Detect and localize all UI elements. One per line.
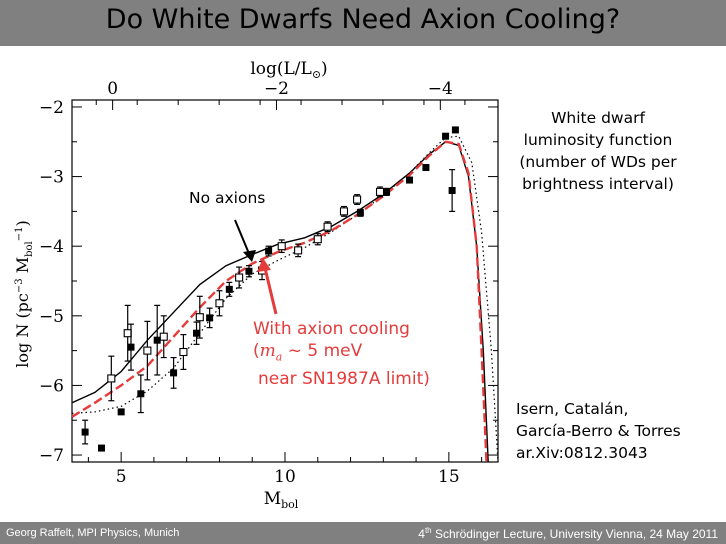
chart-axes: −2 −3 −4 −5 −6 −7 5 10 15 0 −2 −4	[39, 79, 499, 487]
open-data-point	[195, 313, 204, 322]
filled-data-point	[153, 336, 161, 344]
filled-data-point	[117, 408, 125, 416]
open-data-point	[323, 222, 332, 231]
slide-title: Do White Dwarfs Need Axion Cooling?	[105, 4, 621, 35]
citation: Isern, Catalán, García-Berro & Torres ar…	[516, 398, 681, 464]
filled-data-point	[406, 176, 414, 184]
open-data-point	[179, 347, 188, 357]
filled-data-point	[422, 164, 430, 172]
luminosity-function-chart: log(L/L⊙) −2 −3 −4 −5 −6 −7 5 10 15 0 −2 −4 Mbol lo…	[13, 59, 499, 511]
footer-event: 4th Schrödinger Lecture, University Vien…	[418, 526, 718, 541]
y-tick-label: −2	[39, 98, 64, 118]
filled-data-point	[383, 188, 391, 196]
axion-cooling-arrow	[257, 258, 278, 315]
filled-data-point	[265, 247, 273, 255]
wd-desc-line-4: brightness interval)	[522, 175, 674, 193]
filled-data-point	[193, 329, 201, 337]
y-tick-label: −3	[39, 168, 64, 188]
footer-author: Georg Raffelt, MPI Physics, Munich	[6, 527, 180, 539]
y-axis-label: log N (pc−3 Mbol−1)	[13, 220, 35, 367]
axion-line-1: With axion cooling	[253, 319, 410, 339]
wd-desc-line-1: White dwarf	[551, 109, 645, 127]
open-data-point	[353, 195, 362, 204]
x-tick-label: 15	[438, 467, 460, 487]
open-data-point	[277, 242, 286, 251]
filled-data-point	[448, 187, 456, 194]
open-data-point	[159, 332, 168, 341]
top-axis-label: log(L/L⊙)	[250, 59, 327, 81]
filled-data-point	[81, 428, 89, 436]
x-tick-label: 10	[274, 467, 296, 487]
axion-line-2: (ma ~ 5 meV	[253, 341, 363, 364]
model-curve-dotted-black	[71, 135, 499, 463]
y-tick-label: −5	[39, 307, 64, 327]
y-tick-label: −6	[39, 376, 64, 396]
title-bar	[0, 0, 726, 46]
data-points	[81, 126, 459, 452]
plot-frame	[71, 99, 499, 463]
x-axis-label: Mbol	[264, 489, 299, 511]
y-tick-label: −7	[39, 446, 64, 466]
filled-data-point	[127, 343, 135, 351]
footer-bar: Georg Raffelt, MPI Physics, Munich 4th S…	[0, 522, 726, 544]
top-tick-label: −4	[428, 79, 453, 99]
model-curve-solid-black	[71, 141, 489, 463]
open-data-point	[123, 329, 132, 338]
wd-description: White dwarf luminosity function (number …	[510, 107, 686, 195]
filled-data-point	[356, 209, 364, 217]
open-data-point	[215, 299, 224, 308]
open-data-point	[235, 273, 244, 282]
model-curves	[71, 135, 499, 463]
axion-line-3: near SN1987A limit)	[258, 369, 430, 390]
top-tick-label: −2	[264, 79, 289, 99]
no-axions-arrow	[234, 219, 256, 262]
open-data-point	[339, 207, 349, 216]
wd-desc-line-3: (number of WDs per	[519, 153, 677, 171]
filled-data-point	[137, 390, 145, 398]
model-curve-dashed-red	[71, 140, 488, 463]
open-data-point	[375, 187, 385, 196]
filled-data-point	[170, 369, 178, 377]
citation-line-3: ar.Xiv:0812.3043	[516, 444, 648, 462]
x-tick-label: 5	[116, 467, 127, 487]
filled-data-point	[451, 126, 459, 134]
y-tick-label: −4	[39, 237, 64, 257]
open-data-point	[294, 246, 303, 255]
open-data-point	[143, 346, 152, 355]
citation-line-1: Isern, Catalán,	[516, 400, 629, 418]
filled-data-point	[206, 314, 214, 322]
open-data-point	[107, 374, 116, 383]
filled-data-point	[442, 132, 450, 140]
citation-line-2: García-Berro & Torres	[516, 422, 681, 440]
open-data-point	[313, 235, 322, 244]
filled-data-point	[97, 444, 105, 452]
wd-desc-line-2: luminosity function	[523, 131, 673, 149]
axion-cooling-label: With axion cooling (ma ~ 5 meV near SN19…	[253, 318, 430, 390]
no-axions-label: No axions	[189, 189, 266, 207]
filled-data-point	[245, 267, 253, 275]
top-tick-label: 0	[107, 79, 118, 99]
filled-data-point	[225, 285, 233, 293]
